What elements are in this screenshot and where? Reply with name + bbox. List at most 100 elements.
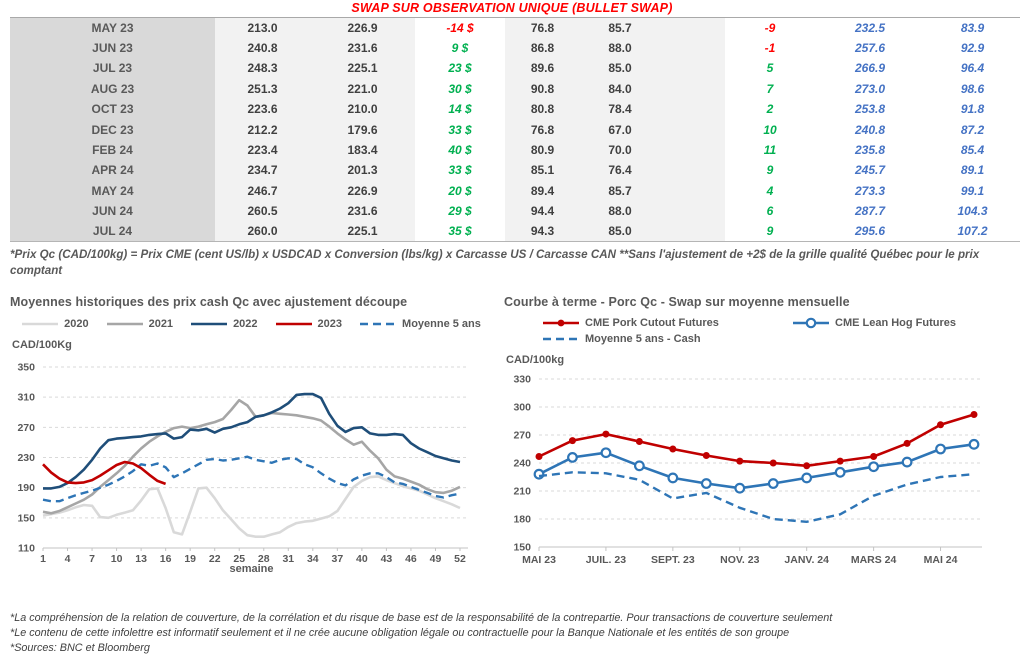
value-cell: 94.4: [505, 201, 580, 222]
svg-text:13: 13: [135, 553, 147, 565]
value-cell: 30 $: [415, 78, 505, 100]
value-cell: 223.4: [215, 139, 310, 161]
svg-text:270: 270: [513, 430, 531, 442]
svg-text:52: 52: [454, 553, 466, 565]
table-row: JUN 23 240.8 231.6 9 $86.8 88.0 -1 257.6 92.9: [10, 37, 1020, 59]
value-cell: 7: [725, 78, 815, 100]
value-cell: 78.4: [580, 99, 660, 120]
value-cell: 85.7: [580, 180, 660, 202]
value-cell: -14 $: [415, 17, 505, 38]
spacer-cell: [660, 17, 725, 38]
value-cell: 88.0: [580, 37, 660, 59]
value-cell: 86.8: [505, 37, 580, 59]
value-cell: 226.9: [310, 180, 415, 202]
value-cell: 2: [725, 99, 815, 120]
value-cell: 80.9: [505, 139, 580, 161]
forward-unit-label: CAD/100kg: [506, 354, 565, 366]
spacer-cell: [660, 58, 725, 79]
legend-item: 2020: [21, 318, 89, 330]
disclaimer-footer: *La compréhension de la relation de couv…: [10, 611, 1016, 656]
value-cell: 179.6: [310, 119, 415, 140]
value-cell: 23 $: [415, 58, 505, 79]
svg-text:28: 28: [258, 553, 270, 565]
value-cell: 29 $: [415, 201, 505, 222]
value-cell: 231.6: [310, 37, 415, 59]
legend-swatch-icon: [275, 322, 312, 326]
value-cell: 287.7: [815, 201, 925, 222]
svg-text:MARS 24: MARS 24: [851, 554, 897, 566]
svg-text:NOV. 23: NOV. 23: [720, 554, 759, 566]
month-cell: JUL 24: [10, 221, 215, 242]
value-cell: 67.0: [580, 119, 660, 140]
svg-text:semaine: semaine: [229, 563, 273, 575]
forward-curve-chart: Courbe à terme - Porc Qc - Swap sur moye…: [504, 295, 1020, 568]
legend-label: Moyenne 5 ans - Cash: [585, 333, 701, 345]
svg-text:46: 46: [405, 553, 417, 565]
svg-text:300: 300: [513, 402, 531, 414]
legend-label: 2021: [148, 318, 174, 330]
legend-item: CME Pork Cutout Futures: [542, 317, 792, 329]
value-cell: 235.8: [815, 139, 925, 161]
value-cell: 240.8: [815, 119, 925, 140]
disclaimer-line: *Le contenu de cette infolettre est info…: [10, 626, 790, 639]
value-cell: 9 $: [415, 37, 505, 59]
spacer-cell: [660, 160, 725, 181]
value-cell: 35 $: [415, 221, 505, 242]
legend-swatch-icon: [191, 322, 228, 326]
svg-text:150: 150: [513, 542, 531, 554]
svg-text:10: 10: [111, 553, 123, 565]
value-cell: 85.0: [580, 221, 660, 242]
legend-swatch-icon: [22, 322, 59, 326]
value-cell: 295.6: [815, 221, 925, 242]
legend-label: 2020: [64, 318, 89, 330]
svg-text:19: 19: [184, 553, 196, 565]
month-cell: MAY 24: [10, 180, 215, 202]
value-cell: 85.0: [580, 58, 660, 79]
value-cell: 80.8: [505, 99, 580, 120]
value-cell: 85.4: [925, 139, 1020, 161]
month-cell: APR 24: [10, 160, 215, 181]
svg-text:240: 240: [513, 458, 531, 470]
svg-text:JANV. 24: JANV. 24: [784, 554, 829, 566]
table-row: OCT 23 223.6 210.0 14 $80.8 78.4 2 253.8 91.8: [10, 99, 1020, 120]
spacer-cell: [660, 99, 725, 120]
spacer-cell: [660, 180, 725, 202]
sources-line: *Sources: BNC et Bloomberg: [10, 641, 150, 654]
svg-text:JUIL. 23: JUIL. 23: [586, 554, 626, 566]
value-cell: 225.1: [310, 58, 415, 79]
swap-pricing-table: MAY 23 213.0 226.9 -14 $76.8 85.7 -9 232.5 83.9…: [10, 17, 1020, 243]
value-cell: 99.1: [925, 180, 1020, 202]
value-cell: 226.9: [310, 17, 415, 38]
svg-text:150: 150: [17, 512, 35, 524]
historical-chart-legend: 2020 2021 2022 2023 Moyenne 5 ans: [10, 318, 492, 330]
svg-text:210: 210: [513, 486, 531, 498]
svg-text:49: 49: [430, 553, 442, 565]
value-cell: 96.4: [925, 58, 1020, 79]
value-cell: 4: [725, 180, 815, 202]
svg-text:310: 310: [17, 392, 35, 404]
svg-text:270: 270: [17, 422, 35, 434]
svg-text:330: 330: [513, 374, 531, 386]
value-cell: 107.2: [925, 221, 1020, 242]
legend-swatch-icon: [106, 322, 143, 326]
month-cell: OCT 23: [10, 99, 215, 120]
value-cell: 76.8: [505, 17, 580, 38]
value-cell: 260.0: [215, 221, 310, 242]
svg-text:34: 34: [307, 553, 319, 565]
value-cell: 6: [725, 201, 815, 222]
month-cell: JUN 24: [10, 201, 215, 222]
table-row: JUL 23 248.3 225.1 23 $89.6 85.0 5 266.9 96.4: [10, 58, 1020, 79]
svg-text:110: 110: [18, 543, 35, 555]
svg-text:4: 4: [65, 553, 71, 565]
value-cell: 5: [725, 58, 815, 79]
value-cell: 85.1: [505, 160, 580, 181]
value-cell: 14 $: [415, 99, 505, 120]
value-cell: 223.6: [215, 99, 310, 120]
value-cell: 253.8: [815, 99, 925, 120]
month-cell: JUL 23: [10, 58, 215, 79]
legend-label: 2022: [233, 318, 258, 330]
value-cell: 90.8: [505, 78, 580, 100]
month-cell: MAY 23: [10, 17, 215, 38]
legend-swatch-icon: [360, 322, 397, 326]
table-row: FEB 24 223.4 183.4 40 $80.9 70.0 11 235.8 85.4: [10, 139, 1020, 161]
